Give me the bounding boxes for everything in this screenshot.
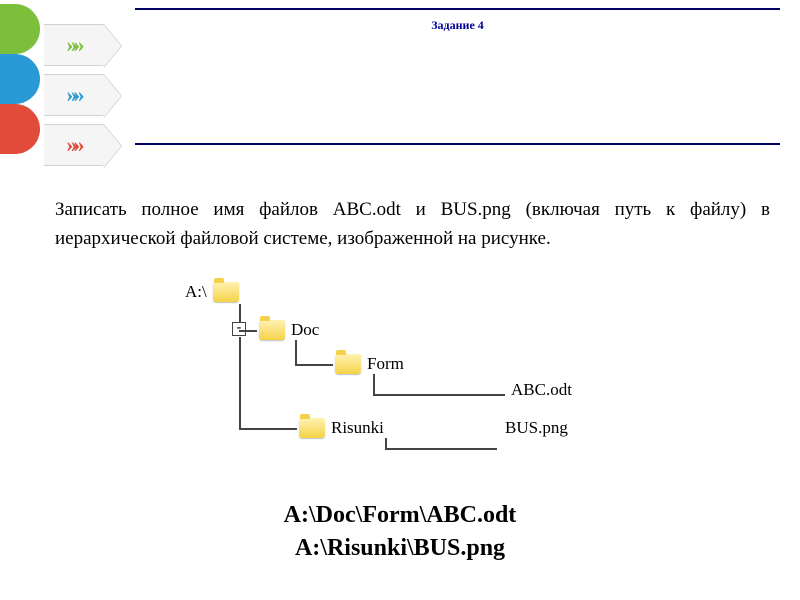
tree-connector (239, 330, 257, 332)
header: Задание 4 (135, 8, 780, 145)
tree-connector (295, 340, 297, 364)
answer-line-2: A:\Risunki\BUS.png (0, 535, 800, 562)
tree-node-form: Form (367, 354, 404, 374)
tree-connector (373, 394, 505, 396)
tree-connector (385, 438, 387, 448)
arrow-tab-3: »» (44, 124, 104, 166)
arrow-tab-1: »» (44, 24, 104, 66)
tree-root-label: A:\ (185, 282, 207, 302)
spiral-nav: »» »» »» (8, 0, 123, 200)
folder-icon (335, 354, 361, 374)
chevron-icon: »» (67, 134, 81, 156)
page-title: Задание 4 (135, 10, 780, 143)
chevron-icon: »» (67, 84, 81, 106)
folder-icon (299, 418, 325, 438)
task-text: Записать полное имя файлов ABC.odt и BUS… (55, 195, 770, 254)
tree-connector (385, 448, 497, 450)
spiral-band-blue (0, 54, 40, 104)
file-tree: A:\ - Doc Form ABC.odt Risunki BUS.png (195, 282, 665, 462)
folder-icon (259, 320, 285, 340)
tree-file-abc: ABC.odt (511, 380, 572, 400)
spiral-band-green (0, 4, 40, 54)
folder-icon (213, 282, 239, 302)
tree-connector (239, 428, 297, 430)
tree-file-bus: BUS.png (505, 418, 568, 438)
tree-connector (373, 374, 375, 394)
header-line-bottom (135, 143, 780, 145)
answer-line-1: A:\Doc\Form\ABC.odt (0, 502, 800, 529)
tree-collapse-toggle[interactable]: - (232, 322, 246, 336)
tree-node-risunki: Risunki (331, 418, 384, 438)
tree-connector (239, 337, 241, 430)
answers: A:\Doc\Form\ABC.odt A:\Risunki\BUS.png (0, 496, 800, 568)
tree-node-doc: Doc (291, 320, 319, 340)
spiral-band-red (0, 104, 40, 154)
chevron-icon: »» (67, 34, 81, 56)
tree-connector (295, 364, 333, 366)
arrow-tab-2: »» (44, 74, 104, 116)
